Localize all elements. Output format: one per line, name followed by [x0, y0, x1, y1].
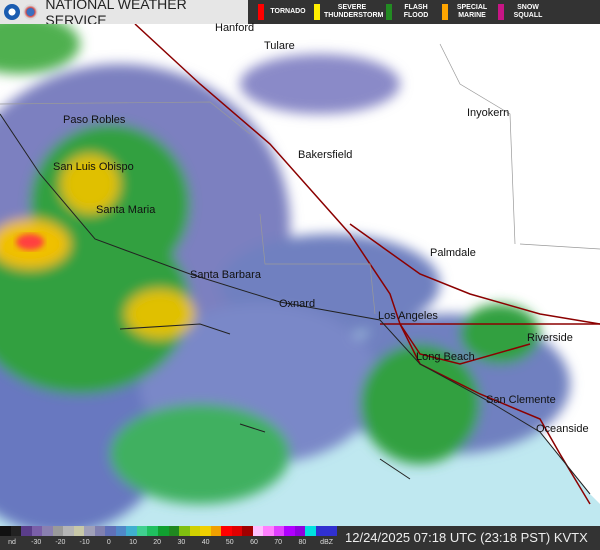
warning-type: SPECIAL MARINE	[442, 4, 492, 20]
nws-logo	[22, 4, 39, 20]
city-label: Bakersfield	[298, 149, 353, 161]
scale-tick: 0	[106, 539, 111, 546]
scale-swatch	[294, 526, 306, 536]
scale-swatch	[0, 526, 11, 536]
scale-swatch	[10, 526, 22, 536]
warning-swatch	[442, 4, 448, 20]
county-lines	[0, 43, 600, 315]
scale-swatch	[94, 526, 106, 536]
warning-type: FLASH FLOOD	[386, 4, 436, 20]
scale-swatch	[221, 526, 232, 536]
scale-swatch	[126, 526, 137, 536]
city-label: Paso Robles	[63, 114, 126, 126]
scale-swatch	[263, 526, 274, 536]
scale-swatch	[136, 526, 148, 536]
city-label: Santa Barbara	[190, 269, 261, 281]
radar-echoes	[0, 24, 570, 526]
scale-swatch	[189, 526, 201, 536]
timestamp: 12/24/2025 07:18 UTC (23:18 PST) KVTX	[345, 530, 588, 545]
city-label: Inyokern	[467, 107, 510, 119]
scale-tick: 40	[201, 539, 210, 546]
header: NATIONAL WEATHER SERVICE TORNADO SEVERE T…	[0, 0, 600, 28]
scale-swatch	[105, 526, 116, 536]
warning-type: TORNADO	[258, 4, 308, 20]
scale-swatch	[326, 526, 337, 536]
scale-tick: 10	[129, 539, 137, 546]
scale-swatch	[273, 526, 285, 536]
noaa-logo	[4, 4, 20, 20]
scale-swatch	[84, 526, 95, 536]
scale-swatch	[147, 526, 158, 536]
city-label: Santa Maria	[96, 204, 156, 216]
warning-swatch	[314, 4, 320, 20]
scale-swatch	[210, 526, 222, 536]
scale-swatch	[157, 526, 169, 536]
scale-tick: -30	[31, 539, 42, 546]
scale-swatch	[305, 526, 316, 536]
scale-swatch	[52, 526, 64, 536]
scale-tick: 20	[153, 539, 162, 546]
reflectivity-legend: nd -30 -20 -10 0 10 20 30 40 50 60 70 80 dBZ 12/24/20…	[0, 526, 600, 550]
warning-swatch	[498, 4, 504, 20]
scale-swatch	[42, 526, 53, 536]
scale-swatch	[200, 526, 211, 536]
scale-tick: 60	[250, 539, 258, 546]
scale-swatch	[252, 526, 264, 536]
scale-tick: -20	[55, 539, 66, 546]
warning-type: SNOW SQUALL	[498, 4, 548, 20]
city-label: San Luis Obispo	[53, 161, 134, 173]
city-label: Hanford	[215, 22, 255, 34]
warning-label: TORNADO	[270, 8, 306, 15]
warning-swatch	[258, 4, 264, 20]
scale-tick: 50	[225, 539, 234, 546]
city-label: Oceanside	[536, 423, 589, 435]
scale-swatch	[63, 526, 74, 536]
warning-swatch	[386, 4, 392, 20]
scale-swatch	[31, 526, 43, 536]
scale-swatch	[242, 526, 253, 536]
scale-swatch	[315, 526, 327, 536]
city-label: Long Beach	[416, 351, 475, 363]
scale-tick: -10	[79, 539, 90, 546]
warning-label: FLASH FLOOD	[403, 4, 429, 19]
radar-map[interactable]	[0, 24, 600, 526]
scale-swatch	[168, 526, 180, 536]
scale-swatch	[179, 526, 190, 536]
scale-swatch	[115, 526, 127, 536]
scale-swatch	[231, 526, 243, 536]
city-label: Tulare	[264, 40, 295, 52]
scale-swatch	[73, 526, 85, 536]
scale-swatch	[21, 526, 32, 536]
city-label: Palmdale	[430, 247, 476, 259]
warning-label: SPECIAL MARINE	[456, 4, 488, 19]
warning-legend: TORNADO SEVERE THUNDERSTORM FLASH FLOOD SPE…	[248, 0, 600, 24]
scale-tick: 80	[298, 539, 307, 546]
warning-type: SEVERE THUNDERSTORM	[314, 4, 384, 20]
city-label: Riverside	[527, 332, 573, 344]
city-label: Oxnard	[279, 298, 316, 310]
dbz-ticks: nd -30 -20 -10 0 10 20 30 40 50 60 70 80 dBZ	[0, 536, 337, 550]
city-label: San Clemente	[486, 394, 556, 406]
warning-label: SNOW SQUALL	[513, 4, 543, 19]
scale-tick: 30	[177, 539, 186, 546]
city-label: Los Angeles	[378, 310, 438, 322]
scale-swatch	[284, 526, 295, 536]
nws-branding: NATIONAL WEATHER SERVICE	[0, 0, 248, 28]
scale-tick: dBZ	[320, 539, 334, 546]
scale-tick: nd	[8, 539, 16, 546]
warning-label: SEVERE THUNDERSTORM	[324, 4, 384, 19]
dbz-color-scale	[0, 526, 337, 536]
scale-tick: 70	[274, 539, 283, 546]
coastline	[0, 113, 591, 495]
highways	[134, 24, 600, 505]
